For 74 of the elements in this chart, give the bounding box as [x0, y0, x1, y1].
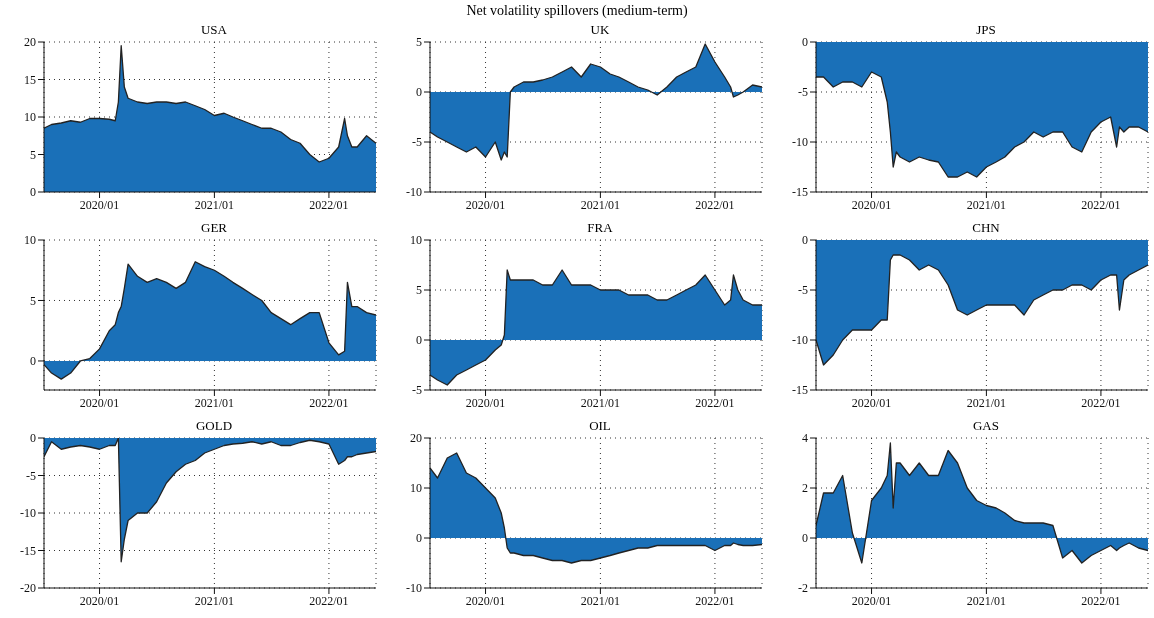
y-tick-label: 15	[24, 72, 36, 87]
y-tick-label: 0	[416, 333, 422, 348]
y-tick-label: -15	[20, 543, 36, 558]
y-tick-label: 4	[802, 431, 808, 446]
x-tick-label: 2022/01	[309, 197, 349, 212]
x-tick-label: 2020/01	[851, 593, 892, 608]
x-tick-label: 2020/01	[79, 197, 120, 212]
y-tick-label: 0	[416, 531, 422, 546]
x-tick-label: 2022/01	[695, 197, 735, 212]
y-tick-label: 0	[802, 233, 808, 248]
y-tick-label: 0	[30, 354, 36, 369]
y-tick-label: 5	[416, 283, 422, 298]
x-tick-label: 2020/01	[79, 395, 120, 410]
x-tick-label: 2022/01	[695, 395, 735, 410]
chart-title: USA	[200, 22, 227, 37]
y-tick-label: 5	[30, 147, 36, 162]
x-tick-label: 2022/01	[309, 395, 349, 410]
x-tick-label: 2021/01	[194, 197, 235, 212]
x-tick-label: 2022/01	[1081, 197, 1121, 212]
y-tick-label: 10	[410, 481, 422, 496]
text: Net volatility spillovers (medium-term)	[465, 3, 689, 19]
y-tick-label: 10	[410, 233, 422, 248]
x-tick-label: 2021/01	[580, 395, 621, 410]
y-tick-label: -5	[412, 383, 422, 398]
y-tick-label: -20	[20, 581, 36, 596]
x-tick-label: 2020/01	[851, 197, 892, 212]
chart-title: CHN	[972, 220, 1000, 235]
y-tick-label: -5	[26, 468, 36, 483]
y-tick-label: 10	[24, 233, 36, 248]
y-tick-label: -10	[406, 581, 422, 596]
x-tick-label: 2022/01	[1081, 593, 1121, 608]
y-tick-label: 5	[30, 293, 36, 308]
y-tick-label: -10	[792, 135, 808, 150]
y-tick-label: -5	[412, 135, 422, 150]
y-tick-label: 20	[410, 431, 422, 446]
y-tick-label: 5	[416, 35, 422, 50]
chart-title: GOLD	[195, 418, 233, 433]
x-tick-label: 2021/01	[966, 593, 1007, 608]
y-tick-label: -2	[798, 581, 808, 596]
x-tick-label: 2020/01	[851, 395, 892, 410]
x-tick-label: 2020/01	[79, 593, 120, 608]
y-tick-label: 0	[802, 35, 808, 50]
x-tick-label: 2020/01	[465, 197, 506, 212]
x-tick-label: 2021/01	[580, 593, 621, 608]
y-tick-label: 10	[24, 110, 36, 125]
y-tick-label: -10	[20, 506, 36, 521]
x-tick-label: 2021/01	[966, 197, 1007, 212]
x-tick-label: 2020/01	[465, 395, 506, 410]
x-tick-label: 2020/01	[465, 593, 506, 608]
y-tick-label: -5	[798, 283, 808, 298]
y-tick-label: -15	[792, 185, 808, 200]
y-tick-label: 0	[30, 431, 36, 446]
y-tick-label: 20	[24, 35, 36, 50]
y-tick-label: 0	[30, 185, 36, 200]
y-tick-label: -10	[406, 185, 422, 200]
y-tick-label: 2	[802, 481, 808, 496]
chart-title: UK	[590, 22, 610, 37]
x-tick-label: 2022/01	[1081, 395, 1121, 410]
y-tick-label: 0	[416, 85, 422, 100]
x-tick-label: 2021/01	[580, 197, 621, 212]
x-tick-label: 2021/01	[966, 395, 1007, 410]
x-tick-label: 2021/01	[194, 593, 235, 608]
chart-title: FRA	[587, 220, 613, 235]
x-tick-label: 2022/01	[309, 593, 349, 608]
chart-title: GAS	[972, 418, 999, 433]
y-tick-label: -15	[792, 383, 808, 398]
chart-title: JPS	[976, 22, 996, 37]
y-tick-label: 0	[802, 531, 808, 546]
chart-title: GER	[201, 220, 227, 235]
chart-title: OIL	[589, 418, 611, 433]
x-tick-label: 2021/01	[194, 395, 235, 410]
y-tick-label: -5	[798, 85, 808, 100]
x-tick-label: 2022/01	[695, 593, 735, 608]
y-tick-label: -10	[792, 333, 808, 348]
